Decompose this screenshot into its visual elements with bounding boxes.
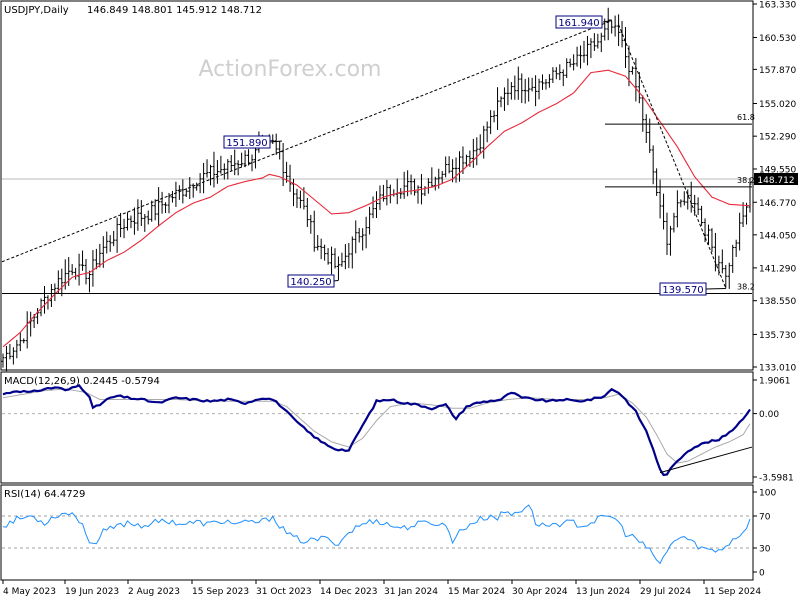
ohlc-header: 146.849 148.801 145.912 148.712 bbox=[87, 5, 262, 16]
moving-average-line bbox=[2, 69, 750, 348]
price-bars bbox=[1, 7, 752, 372]
annotation-box bbox=[223, 135, 271, 149]
annotation-box bbox=[659, 282, 707, 296]
annotation-leader bbox=[602, 20, 612, 23]
x-tick-label: 19 Jun 2023 bbox=[65, 587, 119, 597]
x-tick-label: 2 Aug 2023 bbox=[128, 587, 180, 597]
x-axis: 4 May 2023 19 Jun 2023 2 Aug 2023 15 Sep 20… bbox=[2, 580, 761, 597]
macd-layer: 1.9061 0.00 -3.5981 bbox=[2, 377, 794, 484]
price-tick-label: 157.870 bbox=[759, 66, 796, 76]
price-tick-label: 146.770 bbox=[759, 199, 796, 209]
macd-trendline bbox=[659, 446, 753, 474]
symbol-header: USDJPY,Daily bbox=[4, 5, 69, 16]
price-axis: 163.330 160.530 157.870 155.020 152.290 149.5… bbox=[753, 1, 798, 374]
trendline-upper bbox=[1, 20, 612, 263]
x-tick-label: 31 Jan 2024 bbox=[384, 587, 438, 597]
x-tick-label: 15 Sep 2023 bbox=[192, 587, 249, 597]
x-tick-label: 15 Mar 2024 bbox=[448, 587, 505, 597]
x-tick-label: 29 Jul 2024 bbox=[640, 587, 691, 597]
rsi-line bbox=[2, 504, 751, 565]
x-tick-label: 31 Oct 2023 bbox=[256, 587, 312, 597]
price-tick-label: 160.530 bbox=[759, 34, 796, 44]
x-tick-label: 4 May 2023 bbox=[3, 587, 56, 597]
annotation-label: 151.890 bbox=[226, 138, 267, 149]
watermark-text: ActionForex.com bbox=[199, 57, 382, 82]
current-price-label: 148.712 bbox=[757, 176, 794, 186]
rsi-tick-label: 70 bbox=[759, 513, 771, 523]
macd-header: MACD(12,26,9) 0.2445 -0.5794 bbox=[4, 376, 160, 387]
rsi-tick-label: 100 bbox=[759, 489, 776, 499]
price-tick-label: 133.010 bbox=[759, 364, 796, 374]
annotation-label: 161.940 bbox=[558, 18, 599, 29]
macd-line bbox=[2, 383, 751, 477]
annotation-label: 140.250 bbox=[290, 277, 331, 288]
price-tick-label: 135.730 bbox=[759, 331, 796, 341]
x-tick-label: 14 Dec 2023 bbox=[320, 587, 378, 597]
price-moving-average bbox=[2, 69, 750, 348]
macd-tick-label: 0.00 bbox=[759, 410, 779, 420]
annotation-leader bbox=[333, 279, 339, 282]
price-tick-label: 144.050 bbox=[759, 231, 796, 241]
price-tick-label: 141.290 bbox=[759, 264, 796, 274]
annotation-box bbox=[287, 274, 335, 288]
current-price-tag bbox=[754, 173, 798, 186]
price-trendlines bbox=[1, 20, 752, 294]
macd-tick-label: -3.5981 bbox=[759, 474, 794, 484]
fib-label: 61.8 bbox=[737, 113, 755, 122]
x-tick-label: 30 Apr 2024 bbox=[512, 587, 568, 597]
fib-label: 38.2 bbox=[737, 176, 755, 185]
fib-label: 38.2 bbox=[737, 282, 755, 291]
price-annotations: 161.940 151.890 140.250 139.570 61.8 38.2 38.2 bbox=[223, 15, 755, 296]
macd-panel-frame bbox=[0, 371, 754, 484]
rsi-layer: 100 70 30 0 bbox=[2, 489, 776, 579]
price-tick-label: 138.550 bbox=[759, 297, 796, 307]
annotation-label: 139.570 bbox=[662, 285, 703, 296]
price-panel-frame bbox=[0, 0, 754, 371]
annotation-box bbox=[555, 15, 603, 29]
annotation-leader bbox=[269, 140, 283, 143]
rsi-tick-label: 30 bbox=[759, 545, 771, 555]
rsi-header: RSI(14) 64.4729 bbox=[4, 489, 85, 500]
price-tick-label: 149.550 bbox=[759, 165, 796, 175]
price-tick-label: 155.020 bbox=[759, 100, 796, 110]
trendline-decline bbox=[618, 24, 727, 289]
x-tick-label: 11 Sep 2024 bbox=[704, 587, 761, 597]
x-tick-label: 13 Jun 2024 bbox=[576, 587, 630, 597]
macd-tick-label: 1.9061 bbox=[759, 377, 791, 387]
price-tick-label: 152.290 bbox=[759, 133, 796, 143]
annotation-leader bbox=[705, 287, 726, 290]
price-tick-label: 163.330 bbox=[759, 1, 796, 11]
rsi-tick-label: 0 bbox=[759, 569, 765, 579]
rsi-panel-frame bbox=[0, 484, 754, 581]
